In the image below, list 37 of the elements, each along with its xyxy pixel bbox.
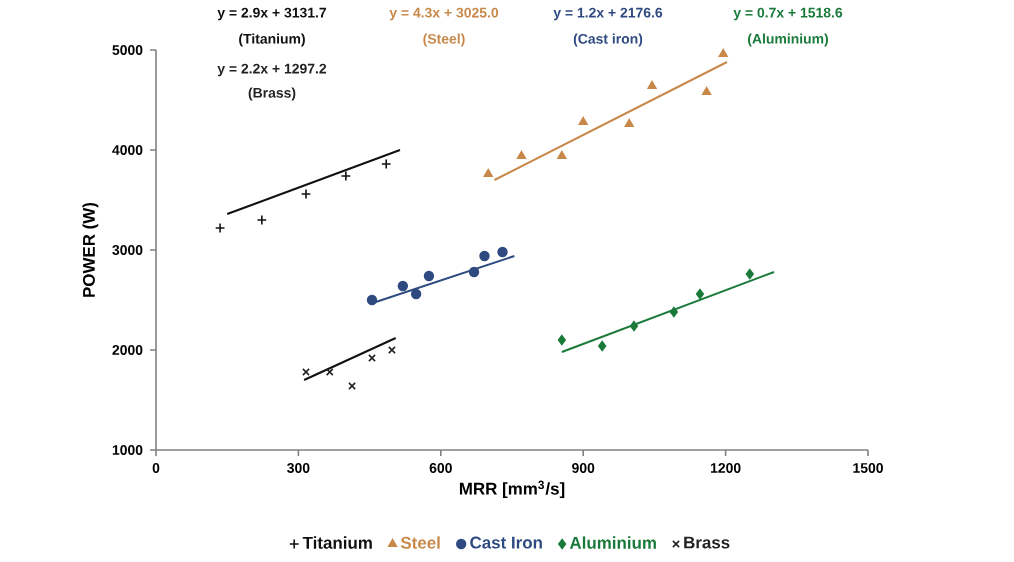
legend-label: Cast Iron [470, 536, 542, 549]
point [388, 346, 396, 354]
point [598, 340, 607, 352]
point [624, 118, 634, 127]
point [368, 354, 376, 362]
point [695, 288, 705, 300]
point [578, 116, 588, 125]
point [497, 246, 508, 258]
legend-label: Titanium [302, 536, 372, 549]
point [629, 320, 639, 332]
point [669, 306, 678, 318]
point [397, 280, 409, 292]
point [702, 86, 712, 95]
point [340, 170, 352, 182]
point [557, 334, 566, 346]
point [483, 168, 493, 177]
point [479, 250, 490, 262]
point [718, 48, 728, 57]
point [468, 266, 480, 278]
legend-label: Steel [400, 536, 440, 549]
legend-label: Brass [684, 536, 730, 549]
point [516, 150, 527, 159]
legend-label: Aluminium [569, 536, 656, 549]
y-axis-title: POWER (W) [82, 202, 99, 297]
point [256, 214, 268, 226]
point [381, 158, 392, 170]
point [410, 288, 422, 300]
point [348, 382, 356, 390]
point [423, 270, 435, 282]
point [745, 268, 754, 280]
point [214, 222, 226, 234]
point [557, 150, 567, 159]
point [302, 368, 310, 376]
point [366, 294, 378, 306]
point [647, 80, 657, 89]
x-axis-title: MRR [mm$^{3}$/s] [459, 480, 565, 499]
point [300, 188, 312, 200]
